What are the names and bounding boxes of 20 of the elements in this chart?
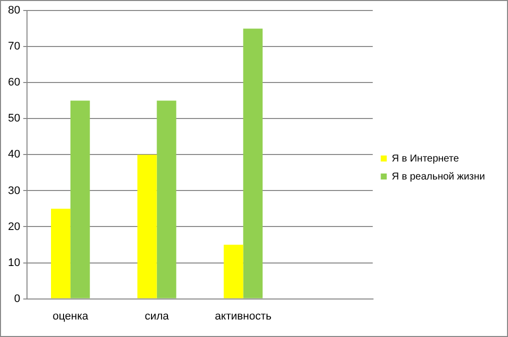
y-tick-label: 80	[8, 4, 20, 17]
bar	[156, 100, 176, 298]
bar	[70, 100, 90, 298]
x-tick-label: активность	[214, 310, 272, 322]
y-tick-label: 40	[8, 148, 20, 161]
bar	[50, 208, 70, 298]
x-tick-label: оценка	[52, 310, 90, 322]
y-tick-label: 60	[8, 76, 20, 89]
bar	[224, 244, 244, 298]
x-tick-label: сила	[144, 310, 170, 322]
y-tick-label: 20	[8, 220, 20, 233]
bar	[243, 28, 263, 298]
y-tick-label: 70	[8, 40, 20, 53]
y-tick-label: 50	[8, 112, 20, 125]
y-tick-label: 0	[14, 292, 20, 305]
y-tick-label: 10	[8, 256, 20, 269]
legend-label: Я в Интернете	[392, 153, 460, 164]
y-tick-label: 30	[8, 184, 20, 197]
bar	[137, 154, 157, 298]
legend-label: Я в реальной жизни	[392, 171, 486, 182]
